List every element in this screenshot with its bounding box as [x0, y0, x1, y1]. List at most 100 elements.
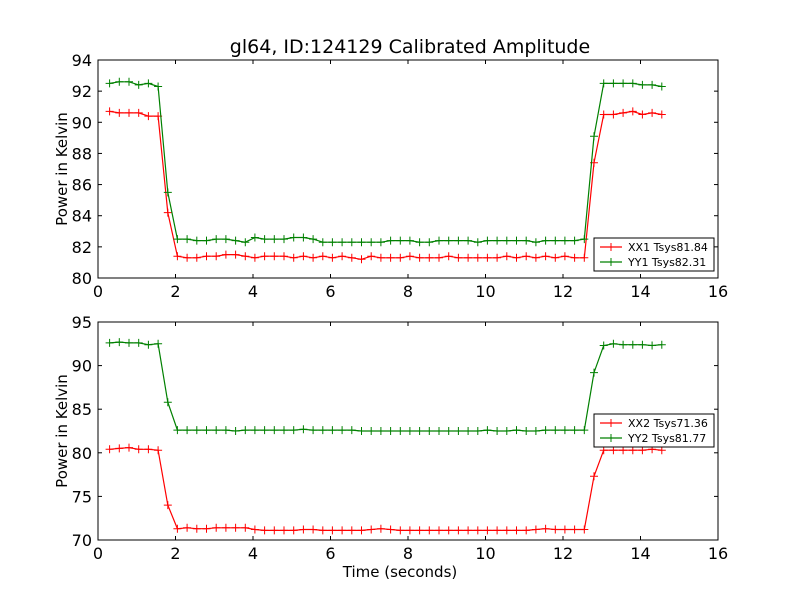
data-point [648, 341, 657, 350]
data-point [638, 340, 647, 349]
data-point [415, 526, 424, 535]
data-point [657, 110, 666, 119]
data-point [493, 236, 502, 245]
data-point [396, 236, 405, 245]
y-tick-label: 84 [72, 207, 92, 226]
x-tick-label: 8 [403, 544, 413, 563]
legend-box [593, 237, 715, 272]
data-point [657, 82, 666, 91]
data-point [270, 252, 279, 261]
data-point [444, 252, 453, 261]
data-point [609, 110, 618, 119]
legend-label: XX2 Tsys71.36 [628, 417, 708, 430]
data-point [115, 338, 124, 347]
y-axis-label: Power in Kelvin [53, 374, 71, 488]
x-tick-label: 14 [630, 544, 650, 563]
data-point [444, 427, 453, 435]
data-point [628, 340, 637, 349]
data-point [609, 446, 618, 455]
y-tick-label: 86 [72, 176, 92, 195]
series-line-1 [109, 110, 662, 260]
data-point [657, 340, 666, 349]
data-point [154, 339, 163, 348]
data-point [376, 524, 385, 533]
data-point [502, 252, 511, 261]
data-point [386, 525, 395, 534]
data-point [376, 253, 385, 262]
data-point [163, 208, 172, 217]
x-tick-label: 6 [325, 282, 335, 301]
data-point [599, 110, 608, 119]
data-point [328, 238, 337, 247]
data-point [115, 77, 124, 86]
y-tick-label: 75 [72, 487, 92, 506]
legend-marker [607, 243, 615, 251]
data-point [212, 523, 221, 532]
y-axis-label: Power in Kelvin [53, 112, 71, 226]
data-point [202, 426, 211, 435]
data-point [163, 398, 172, 407]
x-tick-label: 12 [553, 544, 573, 563]
data-point [328, 526, 337, 535]
data-point [134, 108, 143, 117]
data-point [367, 427, 376, 435]
data-point [522, 236, 531, 245]
y-tick-label: 90 [72, 113, 92, 132]
data-point [444, 236, 453, 245]
data-point [638, 446, 647, 455]
data-point [580, 253, 589, 262]
data-point [347, 426, 356, 435]
data-point [202, 236, 211, 245]
x-tick-label: 2 [170, 282, 180, 301]
data-point [250, 426, 259, 435]
data-point [657, 446, 666, 455]
x-tick-label: 12 [553, 282, 573, 301]
data-point [638, 80, 647, 89]
data-point [173, 235, 182, 244]
data-point [483, 236, 492, 245]
data-point [522, 252, 531, 261]
data-point [396, 526, 405, 535]
data-point [163, 188, 172, 197]
data-point [105, 445, 114, 454]
data-point [425, 253, 434, 262]
data-point [183, 235, 192, 244]
data-point [357, 238, 366, 247]
data-point [202, 252, 211, 261]
data-point [512, 253, 521, 262]
data-point [454, 526, 463, 535]
data-point [231, 523, 240, 532]
data-point [367, 238, 376, 247]
data-point [415, 238, 424, 247]
y-tick-label: 94 [72, 51, 92, 70]
data-point [192, 253, 201, 262]
data-point [241, 252, 250, 261]
data-point [483, 426, 492, 435]
data-point [347, 238, 356, 247]
data-point [541, 236, 550, 245]
data-point [192, 426, 201, 435]
x-tick-label: 4 [248, 544, 258, 563]
data-point [619, 446, 628, 455]
data-point [570, 236, 579, 245]
y-tick-label: 95 [72, 313, 92, 332]
data-point [405, 236, 414, 245]
data-point [289, 253, 298, 262]
data-point [270, 235, 279, 244]
data-point [376, 427, 385, 435]
data-point [464, 253, 473, 262]
data-point [435, 253, 443, 262]
chart-title: gl64, ID:124129 Calibrated Amplitude [230, 36, 590, 58]
data-point [280, 235, 288, 244]
data-point [163, 501, 172, 510]
legend-label: XX1 Tsys81.84 [628, 241, 708, 254]
data-point [125, 77, 133, 86]
data-point [502, 427, 511, 435]
data-point [531, 525, 540, 534]
data-point [628, 446, 637, 455]
data-point [338, 526, 347, 535]
data-point [299, 233, 308, 242]
data-point [493, 526, 502, 535]
data-point [347, 253, 356, 262]
